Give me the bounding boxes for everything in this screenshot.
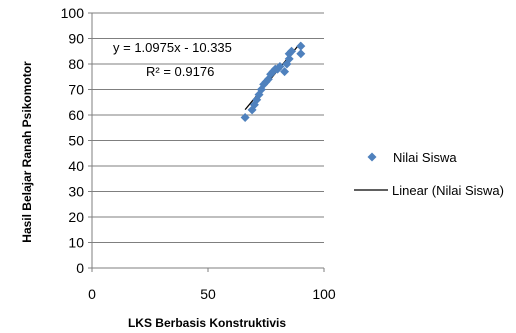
data-point-18 — [287, 46, 297, 56]
y-tick-label-100: 100 — [61, 5, 85, 21]
x-tick-label-100: 100 — [312, 286, 336, 302]
y-tick-label-20: 20 — [68, 209, 84, 225]
legend-label-nilai-siswa: Nilai Siswa — [393, 150, 457, 165]
legend-diamond-icon — [367, 152, 377, 162]
trendline-equation: y = 1.0975x - 10.335 — [113, 40, 232, 55]
data-point-14 — [280, 67, 290, 77]
x-tick-labels: 0 50 100 — [88, 268, 336, 302]
y-tick-label-0: 0 — [76, 260, 84, 276]
y-tick-label-10: 10 — [68, 235, 84, 251]
y-tick-label-60: 60 — [68, 107, 84, 123]
data-point-0 — [240, 113, 250, 123]
legend-label-linear: Linear (Nilai Siswa) — [392, 183, 504, 198]
data-point-19 — [296, 49, 306, 59]
gridlines — [92, 12, 324, 243]
x-tick-label-0: 0 — [88, 286, 96, 302]
y-axis-title: Hasil Belajar Ranah Psikomotor — [20, 61, 34, 243]
legend: Nilai Siswa Linear (Nilai Siswa) — [354, 150, 504, 198]
data-point-16 — [284, 54, 294, 64]
data-point-20 — [296, 41, 306, 51]
y-tick-label-70: 70 — [68, 82, 84, 98]
y-tick-label-90: 90 — [68, 31, 84, 47]
x-tick-label-50: 50 — [200, 286, 216, 302]
y-tick-label-30: 30 — [68, 184, 84, 200]
y-tick-label-80: 80 — [68, 56, 84, 72]
r-squared-label: R² = 0.9176 — [146, 64, 214, 79]
x-axis-title: LKS Berbasis Konstruktivis — [128, 316, 286, 330]
y-tick-label-50: 50 — [68, 133, 84, 149]
y-tick-labels: 0 10 20 30 40 50 60 70 80 90 100 — [61, 5, 92, 276]
y-tick-label-40: 40 — [68, 158, 84, 174]
data-points — [240, 41, 306, 123]
data-point-13 — [275, 62, 285, 72]
